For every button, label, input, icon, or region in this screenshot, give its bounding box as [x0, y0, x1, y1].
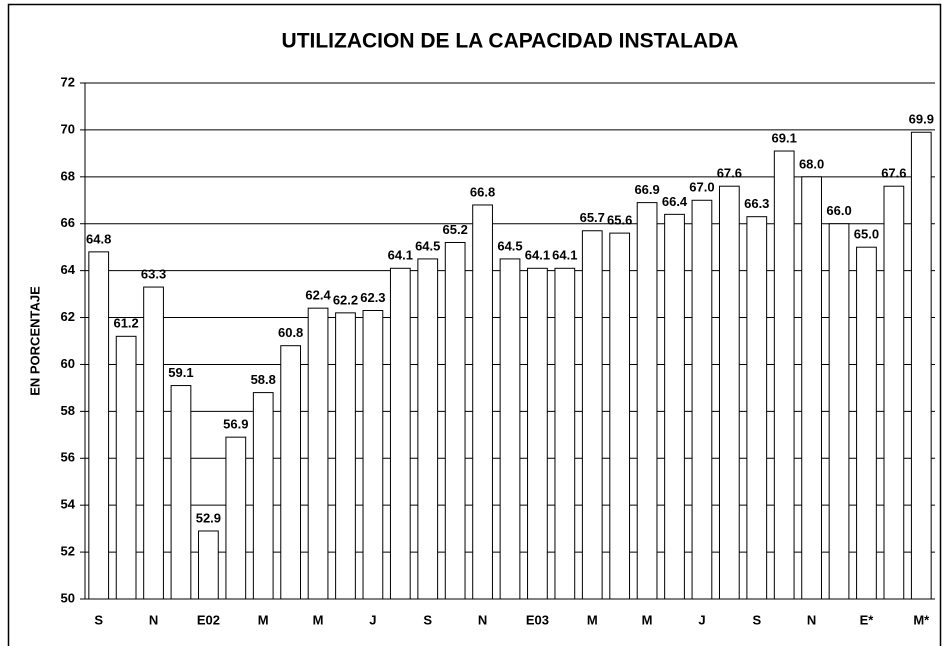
value-label: 64.1	[552, 248, 577, 263]
x-tick-label: M*	[913, 612, 930, 627]
x-tick-label: N	[478, 612, 487, 627]
x-tick-label: E03	[526, 612, 549, 627]
value-label: 69.1	[772, 130, 797, 145]
value-label: 63.3	[141, 266, 166, 281]
value-label: 64.1	[388, 248, 413, 263]
value-label: 64.8	[86, 231, 111, 246]
bar	[801, 176, 822, 600]
bar	[88, 251, 110, 600]
x-tick-label: S	[752, 612, 761, 627]
bar	[307, 307, 329, 600]
bar	[554, 267, 576, 600]
bar	[609, 232, 631, 600]
bar	[718, 185, 740, 600]
y-tick-label: 50	[61, 590, 75, 605]
value-label: 62.4	[305, 288, 331, 303]
y-tick-label: 54	[61, 497, 76, 512]
y-tick-label: 62	[61, 309, 75, 324]
x-tick-label: E*	[860, 612, 875, 627]
bar	[252, 392, 274, 600]
chart-title: UTILIZACION DE LA CAPACIDAD INSTALADA	[282, 30, 739, 53]
bar	[143, 286, 164, 600]
bar	[746, 216, 768, 600]
value-label: 69.9	[909, 112, 934, 127]
bar	[581, 230, 603, 600]
y-tick-label: 56	[61, 450, 75, 465]
bar	[527, 267, 548, 600]
value-label: 58.8	[251, 372, 276, 387]
y-tick-label: 72	[61, 74, 75, 89]
bar	[636, 202, 658, 600]
value-label: 65.6	[607, 213, 632, 228]
bar	[115, 335, 137, 600]
x-tick-label: M	[313, 612, 324, 627]
value-label: 66.0	[826, 203, 851, 218]
bar	[335, 312, 356, 600]
bar	[883, 185, 905, 600]
x-tick-label: N	[807, 612, 816, 627]
value-label: 68.0	[799, 156, 824, 171]
value-label: 56.9	[223, 417, 248, 432]
value-label: 67.6	[717, 166, 742, 181]
y-tick-label: 58	[61, 403, 75, 418]
bar	[417, 258, 439, 600]
bar	[773, 150, 795, 600]
value-label: 66.9	[634, 182, 659, 197]
bar	[910, 131, 932, 600]
value-label: 64.5	[497, 238, 522, 253]
bar	[362, 310, 384, 600]
frame	[7, 3, 942, 646]
y-tick-label: 66	[61, 215, 75, 230]
value-label: 66.4	[662, 194, 688, 209]
x-tick-label: M	[587, 612, 598, 627]
bar	[170, 385, 192, 600]
bar	[472, 204, 493, 600]
y-tick-label: 64	[61, 262, 76, 277]
x-tick-label: M	[642, 612, 653, 627]
value-label: 59.1	[168, 365, 193, 380]
bar	[691, 199, 713, 600]
x-tick-label: E02	[197, 612, 220, 627]
value-label: 66.8	[470, 184, 495, 199]
x-tick-label: S	[423, 612, 432, 627]
value-label: 64.5	[415, 238, 440, 253]
y-tick-label: 70	[61, 121, 75, 136]
value-label: 66.3	[744, 196, 769, 211]
bar	[444, 241, 466, 600]
bar	[664, 213, 685, 600]
value-label: 67.6	[881, 166, 906, 181]
y-axis-title: EN PORCENTAJE	[27, 286, 42, 396]
bar	[389, 267, 411, 600]
value-label: 64.1	[525, 248, 550, 263]
bar	[198, 530, 219, 600]
bar	[499, 258, 521, 600]
bar	[225, 436, 247, 600]
value-label: 67.0	[689, 180, 714, 195]
y-tick-label: 52	[61, 544, 75, 559]
x-tick-label: J	[369, 612, 376, 627]
bar	[856, 246, 877, 600]
y-tick-label: 60	[61, 356, 75, 371]
value-label: 61.2	[113, 316, 138, 331]
value-label: 65.0	[854, 227, 879, 242]
x-tick-label: J	[698, 612, 705, 627]
value-label: 52.9	[196, 510, 221, 525]
x-tick-label: S	[94, 612, 103, 627]
value-label: 65.2	[443, 222, 468, 237]
y-tick-label: 68	[61, 168, 75, 183]
x-tick-label: M	[258, 612, 269, 627]
bar	[280, 345, 302, 600]
x-tick-label: N	[149, 612, 158, 627]
bar	[828, 223, 850, 600]
value-label: 62.2	[333, 292, 358, 307]
value-label: 60.8	[278, 325, 303, 340]
value-label: 65.7	[580, 210, 605, 225]
value-label: 62.3	[360, 290, 385, 305]
